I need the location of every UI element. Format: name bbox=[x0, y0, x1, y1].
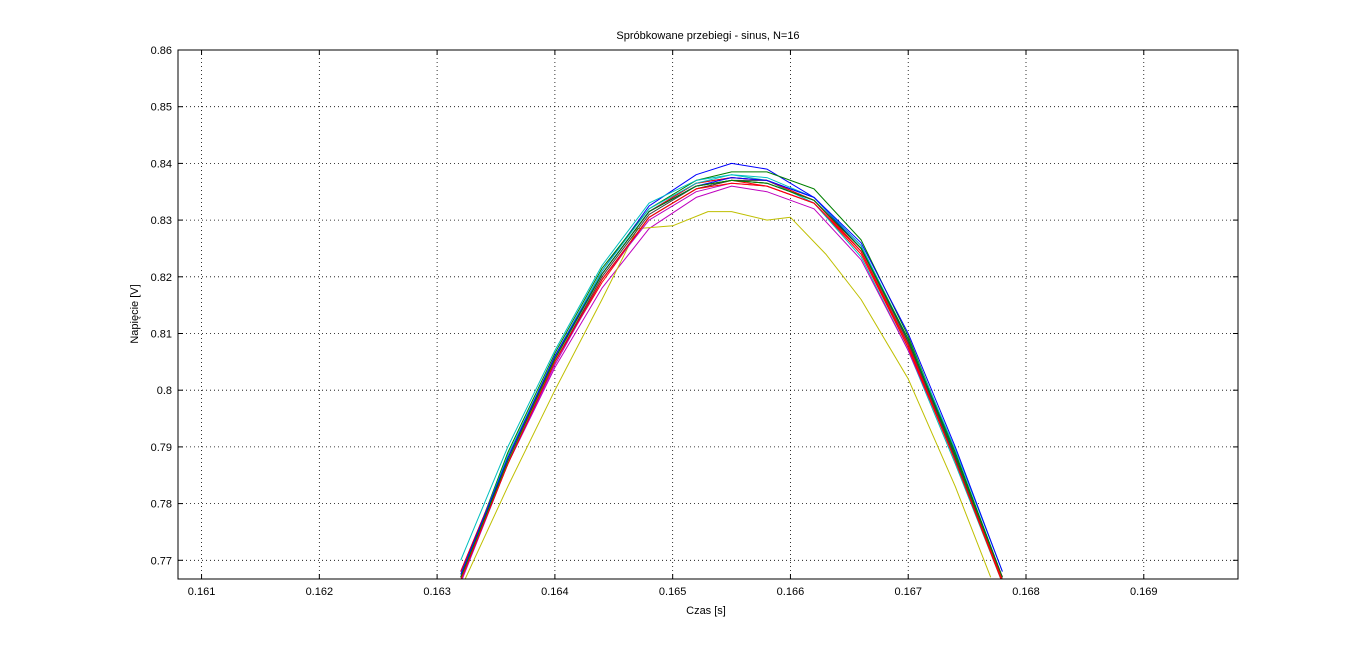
x-tick-label: 0.169 bbox=[1130, 586, 1158, 598]
series-group bbox=[460, 162, 1003, 579]
series-line-14 bbox=[460, 177, 1003, 575]
x-tick-label: 0.164 bbox=[541, 586, 569, 598]
y-tick-label: 0.84 bbox=[151, 158, 172, 170]
x-tick-label: 0.161 bbox=[188, 586, 216, 598]
y-tick-label: 0.85 bbox=[151, 102, 172, 114]
plot-area bbox=[178, 50, 1238, 579]
y-tick-label: 0.77 bbox=[151, 555, 172, 567]
x-tick-label: 0.165 bbox=[659, 586, 687, 598]
series-line-16 bbox=[460, 182, 1003, 579]
x-tick-label: 0.168 bbox=[1012, 586, 1040, 598]
chart-title: Spróbkowane przebiegi - sinus, N=16 bbox=[616, 30, 799, 42]
y-tick-label: 0.82 bbox=[151, 272, 172, 284]
x-axis-label: Czas [s] bbox=[686, 605, 726, 617]
y-axis-label: Napięcie [V] bbox=[129, 284, 141, 343]
y-tick-label: 0.8 bbox=[157, 385, 172, 397]
y-tick-label: 0.78 bbox=[151, 499, 172, 511]
grid bbox=[178, 49, 1238, 579]
series-line-2 bbox=[460, 171, 1003, 578]
y-tick-label: 0.86 bbox=[151, 45, 172, 57]
series-line-5 bbox=[461, 185, 1003, 579]
y-tick-label: 0.81 bbox=[151, 328, 172, 340]
x-tick-label: 0.163 bbox=[423, 586, 451, 598]
series-line-15 bbox=[460, 179, 1003, 578]
y-tick-label: 0.79 bbox=[151, 442, 172, 454]
axes-box bbox=[177, 49, 1239, 580]
x-tick-label: 0.167 bbox=[894, 586, 922, 598]
y-tick-label: 0.83 bbox=[151, 215, 172, 227]
ticks: 0.161 0.162 0.163 0.164 0.165 0.166 0.167 0.168… bbox=[151, 45, 1238, 598]
x-tick-label: 0.166 bbox=[777, 586, 805, 598]
series-line-6 bbox=[464, 211, 992, 579]
x-tick-label: 0.162 bbox=[306, 586, 334, 598]
